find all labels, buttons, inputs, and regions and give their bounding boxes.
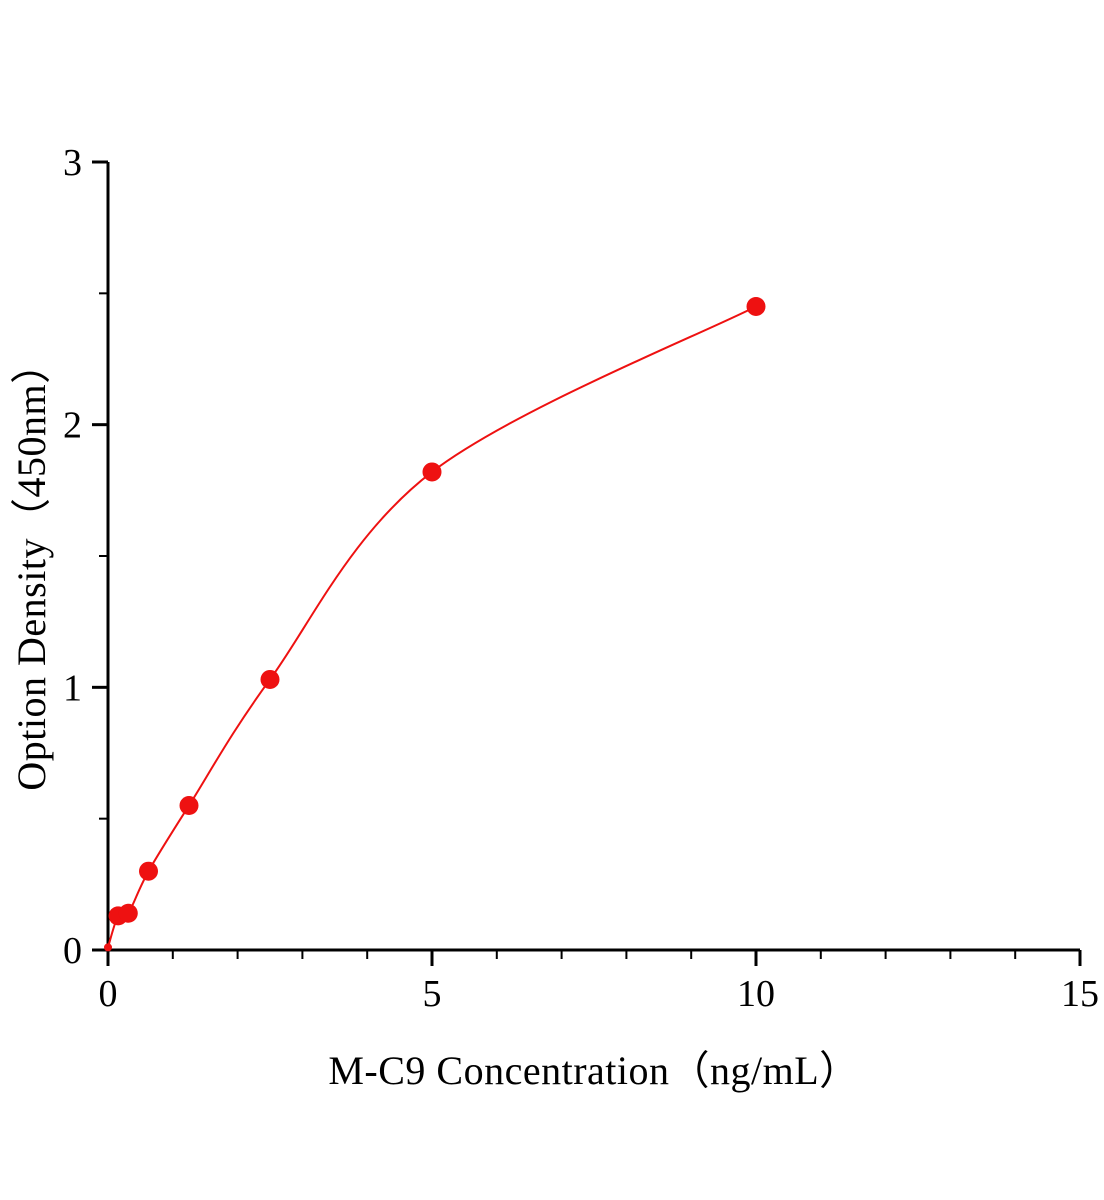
fit-curve xyxy=(107,305,757,948)
y-tick-label: 2 xyxy=(63,405,82,447)
x-tick-label: 10 xyxy=(737,973,775,1015)
y-tick-label: 1 xyxy=(63,667,82,709)
x-axis-title: M-C9 Concentration（ng/mL） xyxy=(328,1048,860,1093)
data-point xyxy=(746,296,766,316)
x-tick-label: 0 xyxy=(99,973,118,1015)
x-tick-label: 5 xyxy=(423,973,442,1015)
x-tick-label: 15 xyxy=(1061,973,1099,1015)
data-point xyxy=(260,669,280,689)
data-point xyxy=(118,903,138,923)
data-point xyxy=(139,861,158,881)
y-axis-title: Option Density（450nm） xyxy=(9,343,54,791)
data-point xyxy=(422,462,442,482)
data-point xyxy=(104,943,112,952)
y-tick-label: 0 xyxy=(63,930,82,972)
data-point xyxy=(179,796,199,816)
y-tick-label: 3 xyxy=(63,142,82,184)
